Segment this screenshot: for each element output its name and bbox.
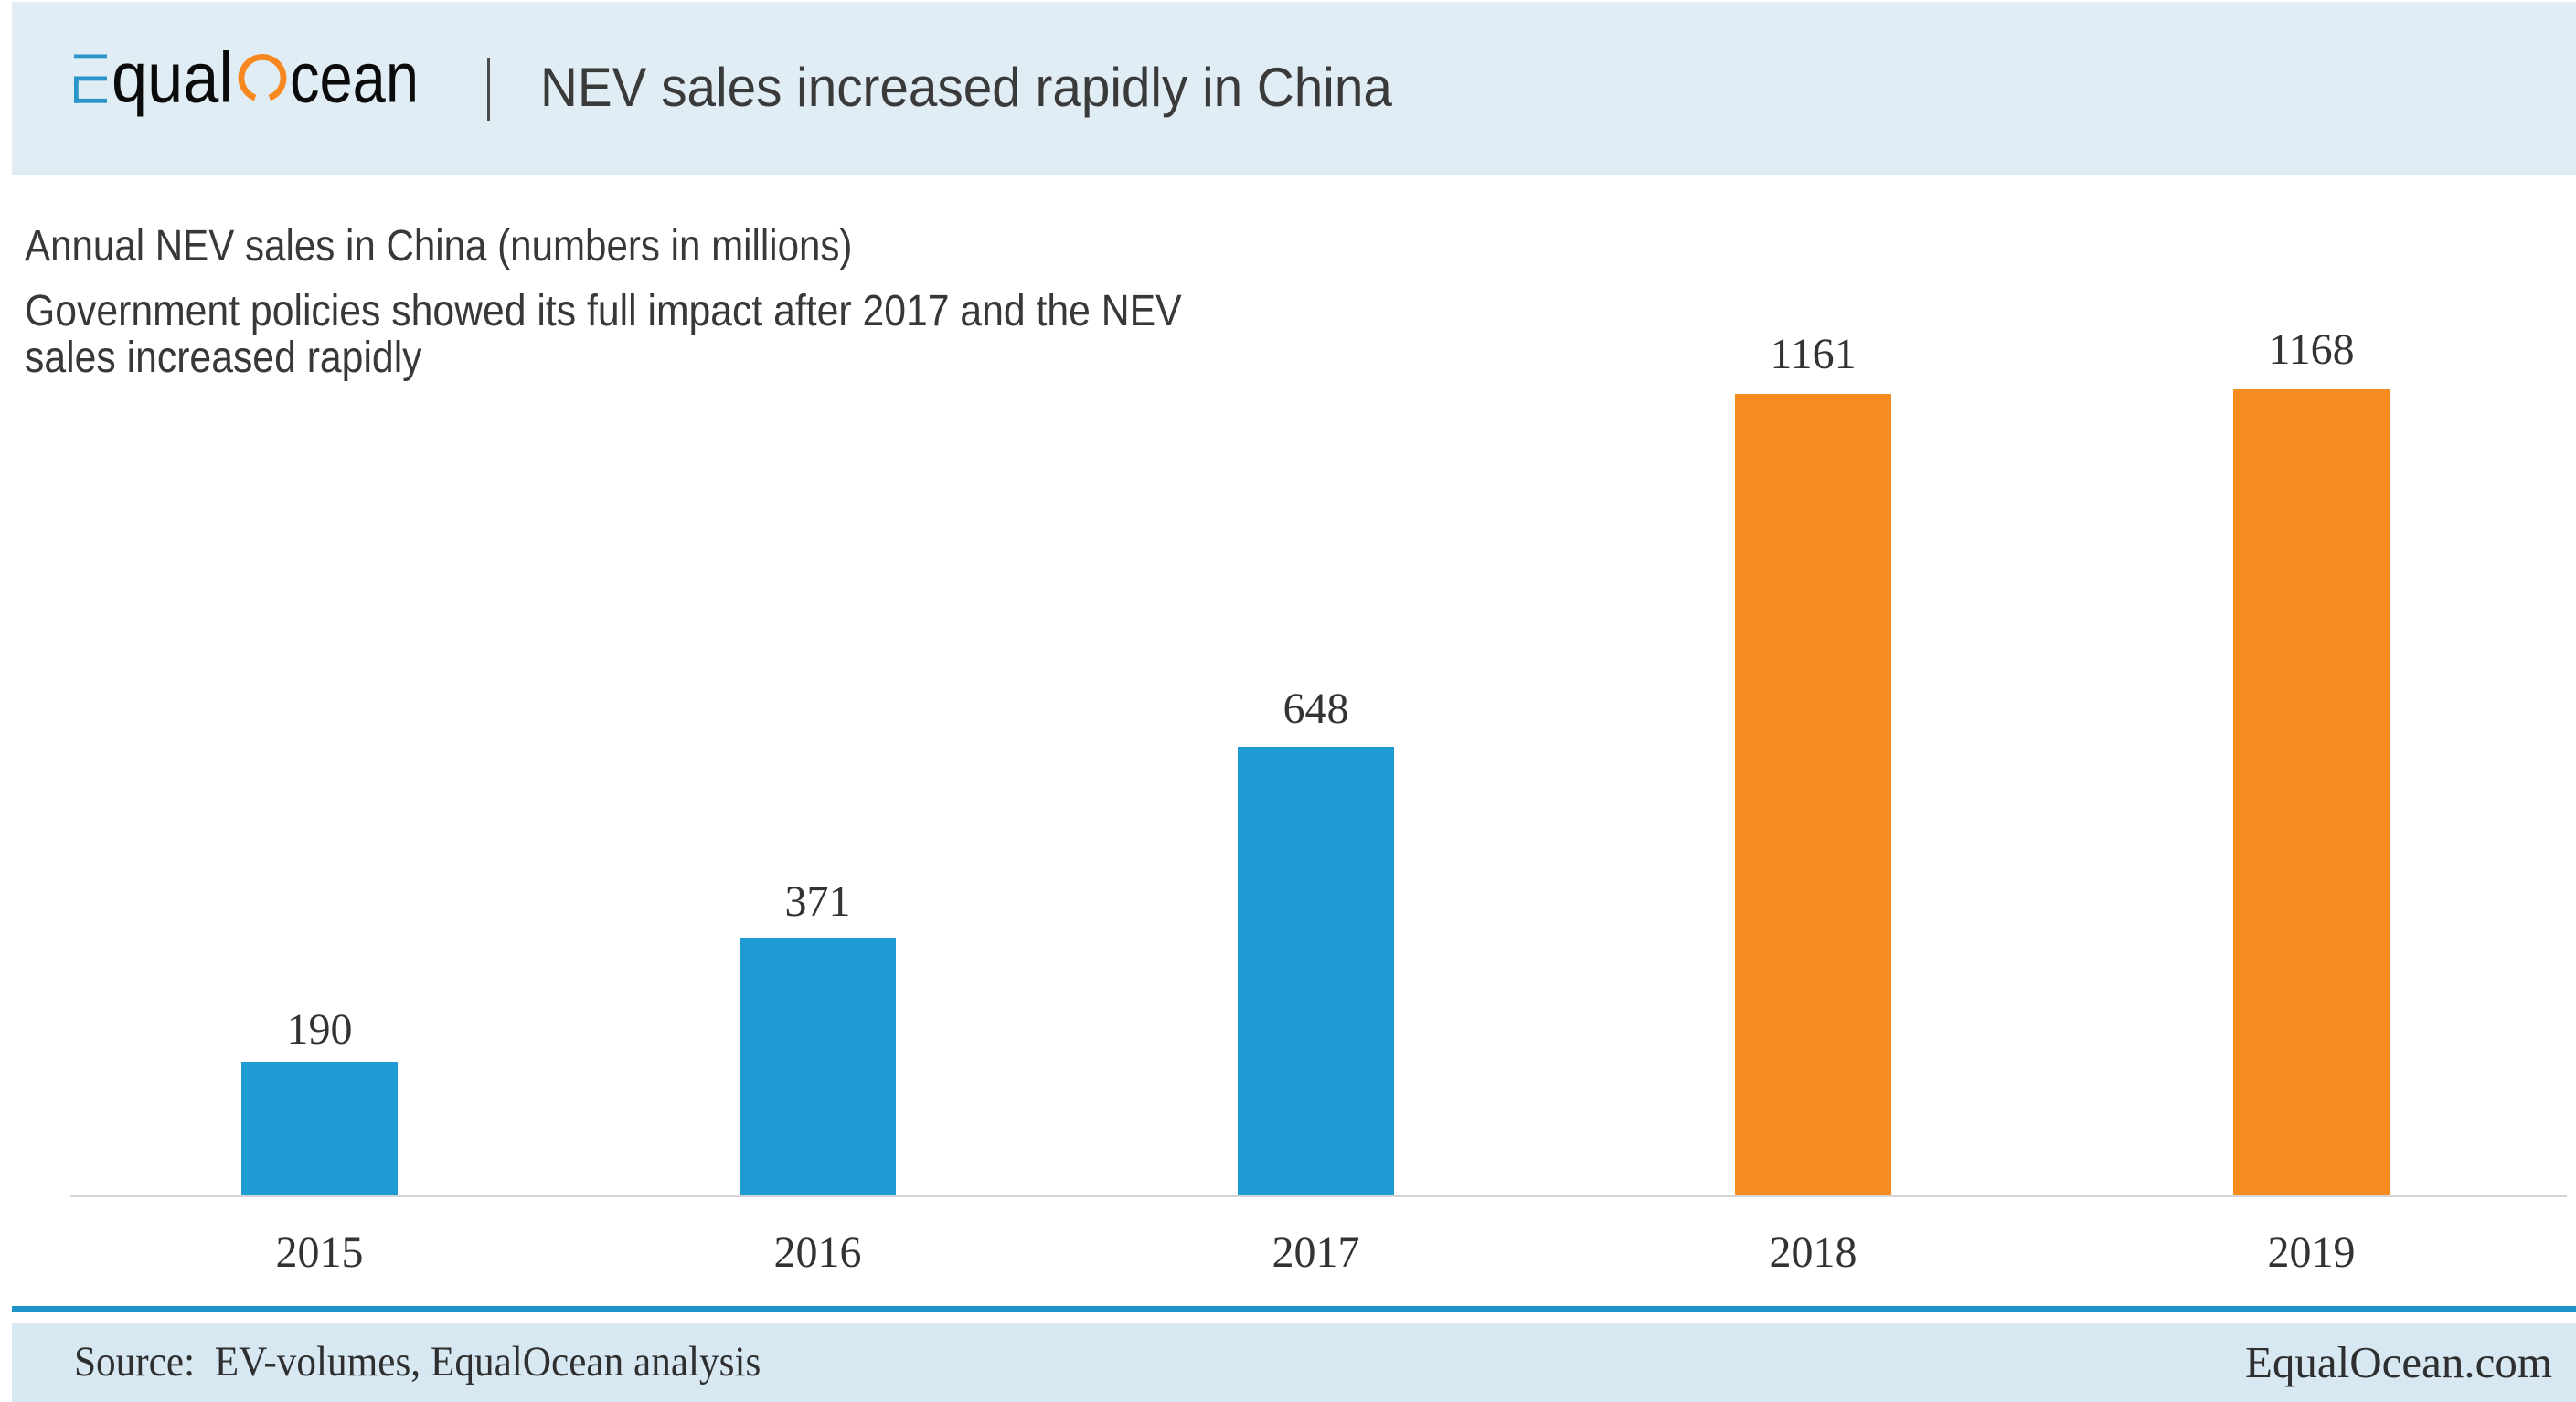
svg-text:qual: qual	[112, 46, 233, 118]
svg-text:cean: cean	[290, 46, 419, 118]
